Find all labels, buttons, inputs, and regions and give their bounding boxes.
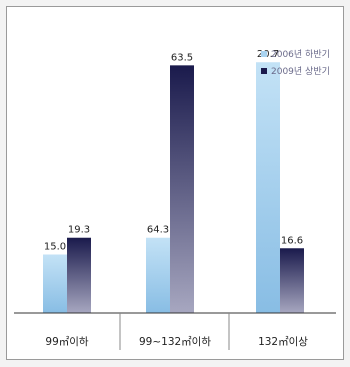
legend-swatch bbox=[261, 51, 267, 57]
data-label: 16.6 bbox=[281, 235, 303, 246]
category-label: 99㎡이하 bbox=[45, 335, 89, 348]
legend-swatch bbox=[261, 68, 267, 74]
category-label: 99~132㎡이하 bbox=[139, 335, 211, 348]
data-label: 19.3 bbox=[68, 225, 90, 236]
bar bbox=[170, 65, 194, 313]
category-label: 132㎡이상 bbox=[258, 336, 308, 348]
data-label: 64.3 bbox=[147, 225, 169, 236]
legend-label: 2006년 하반기 bbox=[271, 49, 330, 60]
bar bbox=[280, 248, 304, 313]
bar bbox=[43, 254, 67, 313]
bar bbox=[67, 237, 91, 313]
legend: 2006년 하반기 2009년 상반기 bbox=[261, 49, 330, 77]
data-label: 63.5 bbox=[171, 52, 193, 63]
legend-label: 2009년 상반기 bbox=[271, 66, 330, 77]
data-label: 15.0 bbox=[44, 242, 66, 253]
data-label: 20.7 bbox=[257, 49, 279, 60]
bar bbox=[256, 62, 280, 314]
bar bbox=[146, 237, 170, 313]
